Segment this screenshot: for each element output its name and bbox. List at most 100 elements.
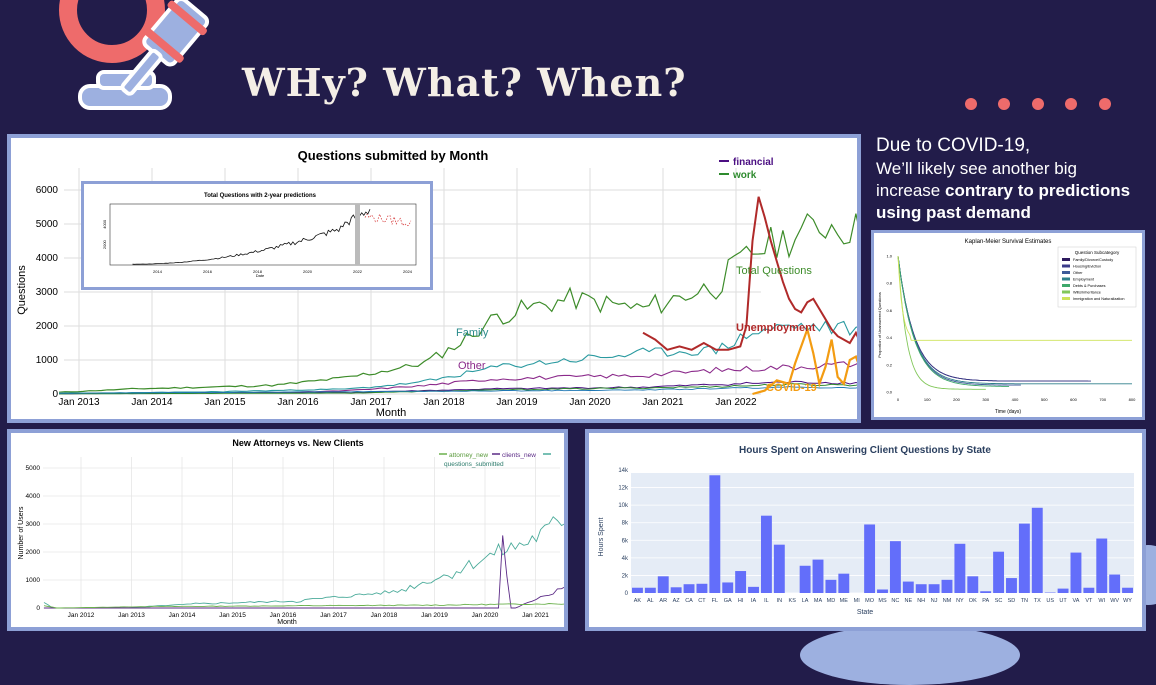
x-tick: Jan 2016 xyxy=(270,612,297,619)
bar-PA xyxy=(980,591,991,593)
plot-bg xyxy=(631,473,1134,593)
chart4-xlabel: State xyxy=(857,609,873,616)
covid-note: Due to COVID-19, We’ll likely see anothe… xyxy=(876,133,1156,224)
km-y-tick: 0.8 xyxy=(886,281,892,286)
x-tick: Jan 2021 xyxy=(522,612,549,619)
y-tick: 2000 xyxy=(36,321,59,332)
x-tick: Jan 2018 xyxy=(423,397,465,408)
bar-CT xyxy=(696,584,707,593)
inset-xlabel: Date xyxy=(256,273,265,278)
x-tick-UT: UT xyxy=(1059,598,1067,604)
chart3-xlabel: Month xyxy=(277,619,297,626)
bar-UT xyxy=(1058,589,1069,593)
label-unemployment: Unemployment xyxy=(736,322,816,334)
bar-AZ xyxy=(671,587,682,593)
x-tick: Jan 2015 xyxy=(219,612,246,619)
km-legend-swatch xyxy=(1062,258,1070,261)
km-legend-swatch xyxy=(1062,284,1070,287)
x-tick-MA: MA xyxy=(814,598,823,604)
x-tick-GA: GA xyxy=(724,598,732,604)
legend-questions-submitted: questions_submitted xyxy=(444,461,504,468)
x-tick: Jan 2013 xyxy=(118,612,145,619)
chart3-ylabel: Number of Users xyxy=(18,506,25,559)
series-questions-submitted xyxy=(44,456,564,608)
label-total-questions: Total Questions xyxy=(736,265,812,277)
hours-chart: Hours Spent on Answering Client Question… xyxy=(589,433,1142,627)
km-x-tick: 0 xyxy=(897,397,900,402)
x-tick-IA: IA xyxy=(751,598,757,604)
km-y-tick: 0.4 xyxy=(886,335,892,340)
inset-title: Total Questions with 2-year predictions xyxy=(204,193,317,199)
x-tick: Jan 2012 xyxy=(68,612,95,619)
x-tick-WV: WV xyxy=(1110,598,1119,604)
decor-dot xyxy=(1032,98,1044,110)
x-tick-KS: KS xyxy=(789,598,797,604)
km-legend-item: Immigration and Naturalization xyxy=(1073,297,1125,301)
x-tick-NY: NY xyxy=(956,598,964,604)
km-x-tick: 100 xyxy=(924,397,931,402)
bar-IA xyxy=(748,587,759,593)
x-tick: Jan 2016 xyxy=(277,397,319,408)
y-tick: 0 xyxy=(625,591,629,597)
chart1-xlabel: Month xyxy=(376,407,407,419)
x-tick-AL: AL xyxy=(647,598,654,604)
bar-AL xyxy=(645,588,656,593)
km-legend-item: Employment xyxy=(1073,278,1095,282)
y-tick: 4000 xyxy=(26,493,41,500)
label-other: Other xyxy=(458,360,486,372)
note-line-2: We’ll likely see another big xyxy=(876,158,1156,180)
y-tick: 8k xyxy=(622,521,629,527)
x-tick-WY: WY xyxy=(1123,598,1132,604)
decor-dot xyxy=(998,98,1010,110)
x-tick-NM: NM xyxy=(943,598,952,604)
km-legend-item: Other xyxy=(1073,271,1083,275)
legend-clients-new: clients_new xyxy=(502,452,536,459)
inset-x-tick: 2024 xyxy=(403,269,413,274)
bar-VA xyxy=(1071,553,1082,593)
y-tick: 0 xyxy=(36,605,40,612)
chart2-xlabel: Time (days) xyxy=(995,409,1022,415)
inset-frame xyxy=(110,204,416,265)
x-tick-MS: MS xyxy=(878,598,887,604)
y-tick: 10k xyxy=(618,503,629,509)
decor-dot xyxy=(965,98,977,110)
hours-chart-panel: Hours Spent on Answering Client Question… xyxy=(585,429,1146,631)
bar-FL xyxy=(709,475,720,593)
bar-MS xyxy=(877,589,888,593)
km-legend-item: Wills/Inheritance xyxy=(1073,291,1101,295)
inset-x-tick: 2014 xyxy=(153,269,163,274)
inset-series-actual xyxy=(133,209,371,264)
km-legend-title: Question Subcategory xyxy=(1075,250,1120,255)
km-legend-swatch xyxy=(1062,291,1070,294)
x-tick: Jan 2014 xyxy=(169,612,196,619)
x-tick-CA: CA xyxy=(685,598,693,604)
x-tick-LA: LA xyxy=(802,598,809,604)
x-tick-US: US xyxy=(1046,598,1054,604)
chart1-ylabel: Questions xyxy=(16,265,28,315)
y-tick: 2000 xyxy=(26,549,41,556)
km-x-tick: 700 xyxy=(1099,397,1106,402)
bar-WI xyxy=(1096,539,1107,593)
km-x-tick: 200 xyxy=(953,397,960,402)
bar-NC xyxy=(890,541,901,593)
km-series-4 xyxy=(898,256,1009,386)
km-x-tick: 800 xyxy=(1129,397,1136,402)
x-tick-AK: AK xyxy=(634,598,642,604)
bar-NY xyxy=(954,544,965,593)
bar-HI xyxy=(735,571,746,593)
x-tick-CT: CT xyxy=(698,598,706,604)
km-y-tick: 1.0 xyxy=(886,254,892,259)
bar-LA xyxy=(800,566,811,593)
x-tick-ME: ME xyxy=(840,598,849,604)
bar-MO xyxy=(864,524,875,593)
y-tick: 1000 xyxy=(26,577,41,584)
inset-x-tick: 2022 xyxy=(353,269,363,274)
y-tick: 4k xyxy=(622,556,629,562)
x-tick-NJ: NJ xyxy=(931,598,938,604)
series-covid xyxy=(753,187,858,394)
km-legend-item: Family/Divorce/Custody xyxy=(1073,258,1113,262)
inset-chart: Total Questions with 2-year predictions … xyxy=(84,184,430,287)
legend-work: work xyxy=(732,170,757,181)
